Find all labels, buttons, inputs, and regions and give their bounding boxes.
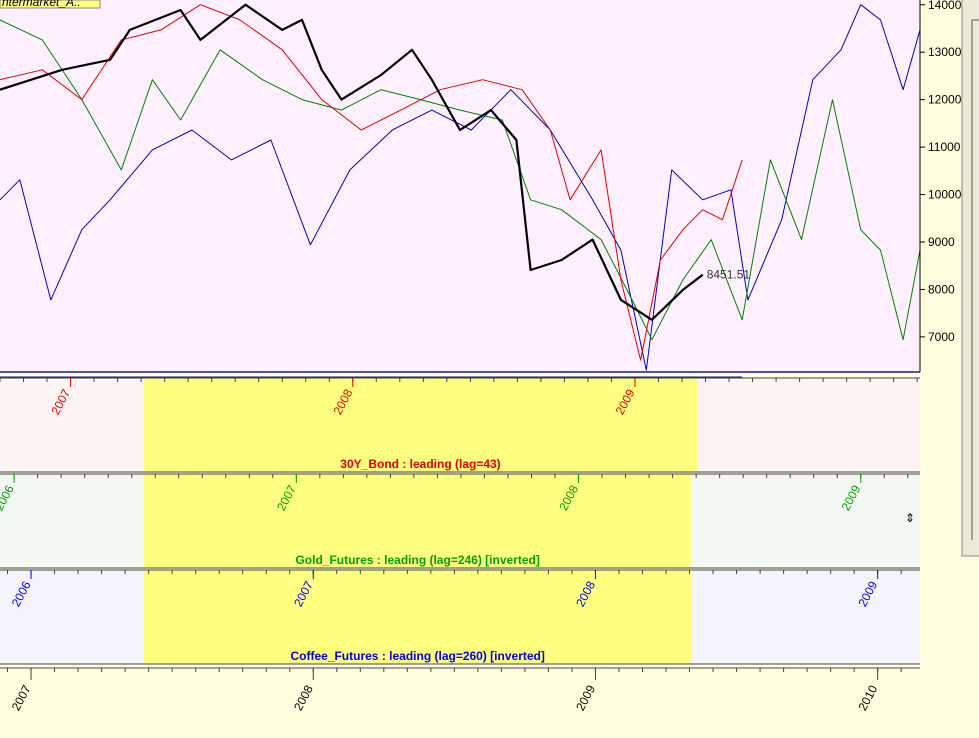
y-tick-label: 12000 (928, 93, 962, 107)
panel-caption: 30Y_Bond : leading (lag=43) (340, 457, 500, 471)
y-tick-label: 10000 (928, 188, 962, 202)
y-tick-label: 14000 (928, 0, 962, 12)
chart-label-box (0, 0, 101, 9)
lag-window (143, 474, 692, 568)
y-tick-label: 13000 (928, 45, 962, 59)
y-tick-label: 9000 (928, 235, 955, 249)
price-line (0, 4, 921, 371)
y-tick-label: 8000 (928, 282, 955, 296)
side-panel[interactable] (961, 0, 979, 557)
chart-label: ntermarket_A.. (2, 0, 81, 9)
price-line (0, 3, 704, 321)
y-tick-label: 7000 (928, 330, 955, 344)
price-line (0, 19, 921, 341)
y-tick-label: 11000 (928, 140, 961, 154)
lag-window (143, 378, 698, 472)
panel-caption: Gold_Futures : leading (lag=246) [invert… (295, 553, 539, 567)
last-price: 8451.51 (707, 268, 751, 282)
main-layer: 8451.51 14000 13000 12000 11000 10000 9000 8000… (0, 0, 962, 371)
price-line (0, 4, 743, 361)
main-plot (0, 0, 920, 372)
panel-caption: Coffee_Futures : leading (lag=260) [inve… (290, 649, 544, 663)
resize-icon[interactable]: ⇕ (905, 511, 915, 525)
lag-window (143, 570, 692, 664)
